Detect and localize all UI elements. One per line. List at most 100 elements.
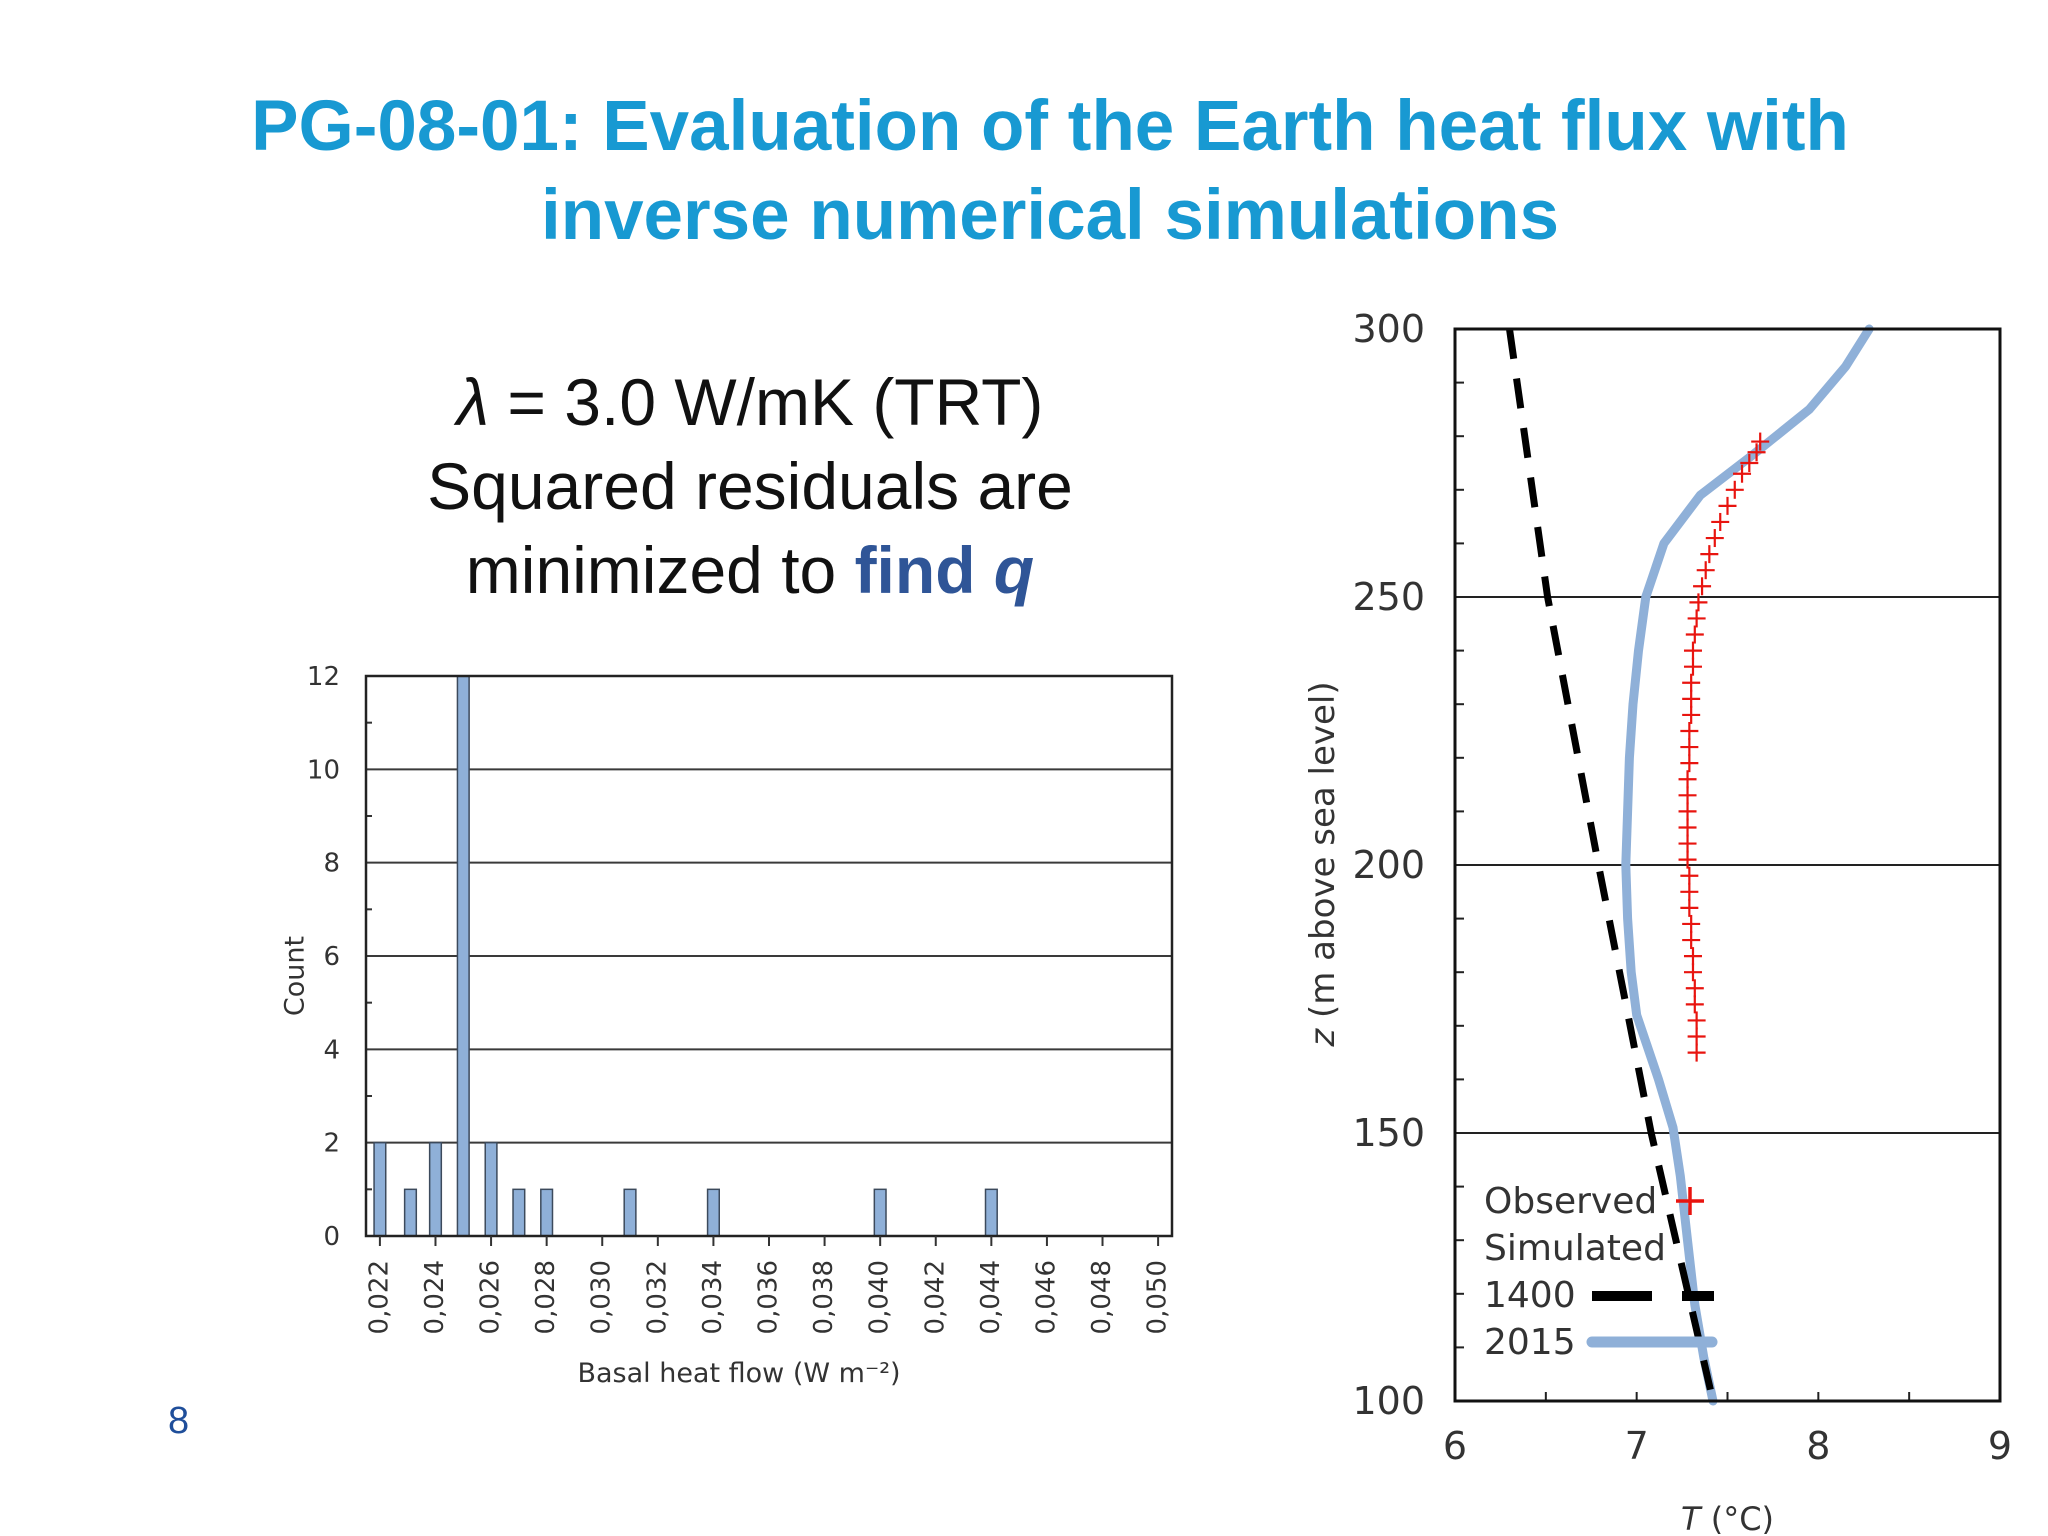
observed-point: [1682, 673, 1701, 692]
slide-title-line-1: PG-08-01: Evaluation of the Earth heat f…: [251, 87, 1849, 166]
observed-point: [1687, 1043, 1706, 1062]
hist-x-tick-label: 0,034: [698, 1260, 728, 1334]
profile-x-axis-label: T (°C): [1681, 1500, 1774, 1536]
hist-y-tick-label: 10: [307, 755, 340, 785]
profile-x-tick-label: 9: [1988, 1424, 2012, 1468]
observed-point: [1683, 641, 1702, 660]
hist-x-tick-label: 0,038: [809, 1260, 839, 1334]
observed-point: [1678, 834, 1697, 853]
hist-x-tick-label: 0,030: [587, 1260, 617, 1334]
legend-1400-label: 1400: [1484, 1275, 1576, 1316]
find-text: find: [854, 533, 994, 607]
observed-point: [1680, 738, 1699, 757]
hist-x-tick-label: 0,032: [642, 1260, 672, 1334]
hist-x-tick-label: 0,050: [1143, 1260, 1173, 1334]
hist-y-tick-label: 12: [307, 662, 340, 692]
legend-simulated-header: Simulated: [1484, 1228, 1666, 1269]
legend-observed-label: Observed: [1484, 1181, 1657, 1222]
hist-y-tick-label: 4: [323, 1035, 340, 1065]
hist-y-tick-label: 6: [323, 942, 340, 972]
observed-point: [1718, 496, 1737, 515]
profile-x-axis-unit: (°C): [1701, 1500, 1774, 1536]
profile-x-tick-label: 7: [1625, 1424, 1649, 1468]
hist-x-tick-label: 0,026: [476, 1260, 506, 1334]
profile-y-axis-unit: (m above sea level): [1303, 681, 1343, 1028]
observed-point: [1685, 995, 1704, 1014]
observed-point: [1680, 754, 1699, 773]
observed-point: [1687, 1027, 1706, 1046]
subtitle: λ = 3.0 W/mK (TRT) Squared residuals are…: [300, 360, 1200, 612]
hist-x-tick-label: 0,044: [976, 1260, 1006, 1334]
profile-y-axis-symbol: z: [1303, 1028, 1343, 1048]
observed-point: [1747, 443, 1766, 462]
profile-y-tick-label: 300: [1352, 307, 1425, 351]
observed-point: [1683, 963, 1702, 982]
profile-frame: [1453, 327, 2002, 1403]
observed-point: [1680, 722, 1699, 740]
hist-x-tick-label: 0,036: [754, 1260, 784, 1334]
observed-point: [1683, 657, 1702, 676]
observed-point: [1733, 464, 1752, 483]
hist-x-tick-label: 0,046: [1031, 1260, 1061, 1334]
subtitle-line-3: minimized to find q: [300, 528, 1200, 612]
observed-point: [1682, 931, 1701, 950]
observed-point: [1693, 577, 1712, 596]
profile-x-axis-symbol: T: [1681, 1500, 1703, 1536]
observed-point: [1711, 512, 1730, 531]
hist-x-tick-label: 0,042: [920, 1260, 950, 1334]
slide-title: PG-08-01: Evaluation of the Earth heat f…: [0, 82, 2048, 260]
profile-y-axis-label: z (m above sea level): [1303, 681, 1343, 1047]
observed-point: [1740, 454, 1759, 472]
profile-y-tick-label: 100: [1352, 1379, 1425, 1423]
observed-point: [1689, 593, 1708, 612]
q-symbol: q: [993, 533, 1035, 607]
hist-y-tick-label: 2: [323, 1129, 340, 1159]
hist-x-tick-label: 0,024: [420, 1260, 450, 1334]
subtitle-line-2: Squared residuals are: [427, 449, 1073, 523]
observed-point: [1678, 770, 1697, 789]
observed-point: [1680, 866, 1699, 885]
observed-point: [1700, 545, 1719, 564]
observed-point: [1678, 850, 1697, 869]
hist-x-tick-label: 0,022: [364, 1260, 394, 1334]
hist-x-tick-label: 0,040: [865, 1260, 895, 1334]
profile-legend: Observed Simulated 1400 2015: [1484, 1181, 1718, 1363]
page-number: 8: [168, 1400, 190, 1442]
observed-point: [1705, 529, 1724, 548]
observed-point: [1685, 625, 1704, 644]
hist-y-tick-label: 0: [323, 1222, 340, 1252]
legend-2015-label: 2015: [1484, 1322, 1576, 1363]
observed-point: [1682, 914, 1701, 933]
observed-point: [1678, 818, 1697, 837]
observed-point: [1678, 786, 1697, 805]
hist-x-tick-label: 0,028: [531, 1260, 561, 1334]
hist-y-axis-label: Count: [280, 936, 311, 1016]
profile-y-tick-label: 200: [1352, 843, 1425, 887]
profile-x-tick-label: 8: [1806, 1424, 1830, 1468]
hist-x-tick-label: 0,048: [1087, 1260, 1117, 1334]
observed-point: [1687, 1011, 1706, 1030]
subtitle-line-1: λ = 3.0 W/mK (TRT): [300, 360, 1200, 444]
observed-point: [1751, 432, 1770, 451]
find-q-highlight: find q: [855, 533, 1035, 607]
observed-point: [1725, 480, 1744, 499]
observed-point: [1678, 802, 1697, 821]
series-2015-line: [1621, 324, 1874, 1406]
observed-point: [1680, 882, 1699, 901]
profile-y-tick-label: 150: [1352, 1111, 1425, 1155]
observed-point: [1682, 705, 1701, 724]
series-1400-line: [1506, 328, 1717, 1402]
observed-point: [1696, 561, 1715, 580]
observed-point: [1687, 609, 1706, 628]
lambda-symbol: λ: [456, 365, 490, 439]
profile-y-tick-label: 250: [1352, 575, 1425, 619]
observed-point: [1685, 979, 1704, 998]
observed-point: [1683, 947, 1702, 966]
hist-x-axis-label: Basal heat flow (W m⁻²): [577, 1358, 900, 1389]
observed-point: [1680, 898, 1699, 917]
subtitle-line-1-text: = 3.0 W/mK (TRT): [489, 365, 1044, 439]
observed-point: [1682, 689, 1701, 708]
profile-x-tick-label: 6: [1443, 1424, 1467, 1468]
